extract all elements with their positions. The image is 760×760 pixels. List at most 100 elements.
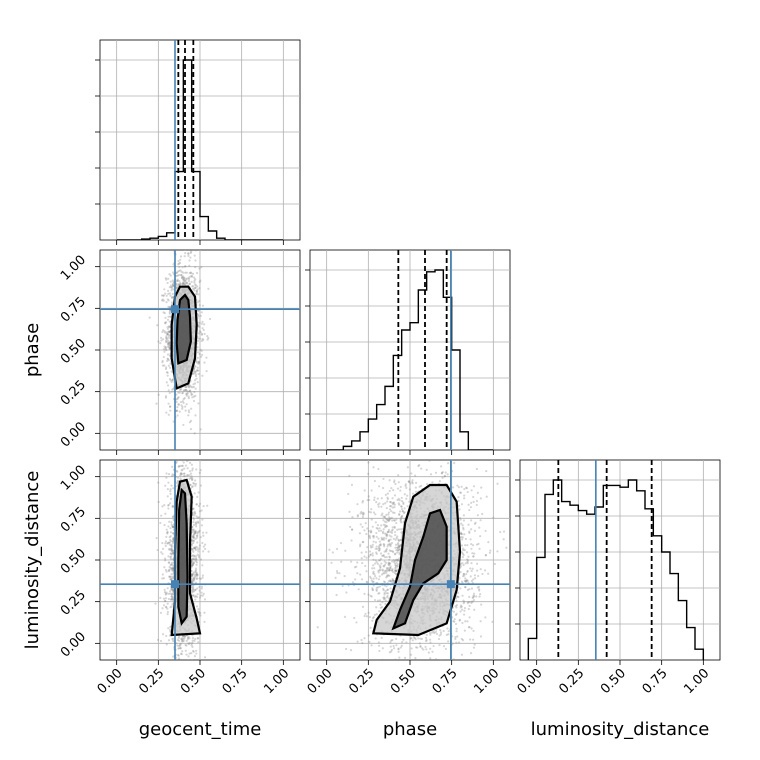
sample-point — [177, 465, 180, 468]
sample-point — [192, 507, 195, 510]
sample-point — [161, 364, 165, 367]
sample-point — [177, 457, 179, 459]
sample-point — [162, 299, 165, 302]
sample-point — [169, 557, 172, 561]
sample-point — [188, 271, 191, 275]
sample-point — [443, 475, 446, 478]
sample-point — [168, 405, 172, 408]
x-tick-label: 1.00 — [261, 666, 292, 697]
sample-point — [182, 638, 185, 641]
sample-point — [171, 569, 175, 572]
sample-point — [402, 638, 405, 641]
sample-point — [183, 672, 185, 674]
sample-point — [178, 283, 181, 286]
sample-point — [171, 525, 175, 528]
sample-point — [167, 561, 170, 564]
sample-point — [192, 385, 196, 389]
sample-point — [186, 661, 188, 663]
sample-point — [439, 628, 442, 632]
sample-point — [189, 251, 192, 254]
sample-point — [185, 281, 188, 284]
sample-point — [191, 386, 194, 389]
sample-point — [196, 346, 199, 349]
sample-point — [187, 395, 190, 398]
sample-point — [161, 505, 164, 508]
sample-point — [163, 311, 166, 315]
sample-point — [160, 514, 163, 517]
sample-point — [179, 387, 182, 390]
sample-point — [197, 641, 200, 644]
sample-point — [194, 588, 197, 591]
sample-point — [180, 270, 183, 273]
sample-point — [171, 596, 174, 599]
sample-point — [201, 576, 204, 579]
sample-point — [195, 503, 198, 506]
sample-point — [395, 518, 398, 521]
sample-point — [183, 282, 186, 285]
sample-point — [199, 484, 203, 487]
sample-point — [198, 529, 201, 532]
sample-point — [197, 637, 200, 640]
sample-point — [459, 518, 462, 521]
sample-point — [198, 299, 201, 303]
sample-point — [183, 385, 187, 388]
sample-point — [171, 284, 175, 287]
sample-point — [379, 682, 381, 684]
sample-point — [171, 589, 175, 592]
sample-point — [375, 501, 378, 504]
sample-point — [171, 287, 174, 290]
sample-point — [414, 486, 417, 489]
sample-point — [194, 598, 197, 601]
sample-point — [423, 680, 425, 682]
sample-point — [201, 304, 205, 307]
sample-point — [165, 359, 169, 363]
sample-point — [191, 535, 195, 538]
sample-point — [171, 551, 175, 554]
sample-point — [194, 259, 197, 262]
sample-point — [195, 360, 198, 363]
sample-point — [196, 531, 199, 534]
sample-point — [182, 271, 185, 274]
sample-point — [405, 497, 408, 500]
sample-point — [391, 579, 394, 582]
sample-point — [373, 479, 376, 483]
sample-point — [183, 637, 186, 640]
grid — [100, 460, 300, 660]
sample-point — [200, 585, 204, 588]
sample-point — [388, 558, 391, 561]
sample-point — [192, 558, 196, 561]
sample-point — [375, 613, 378, 616]
histogram-geocent_time — [116, 59, 284, 240]
sample-point — [407, 480, 411, 483]
sample-point — [169, 362, 172, 365]
sample-point — [381, 568, 384, 571]
sample-point — [195, 292, 198, 295]
sample-point — [170, 567, 173, 571]
sample-point — [165, 301, 168, 304]
sample-point — [469, 538, 472, 541]
sample-point — [388, 516, 391, 519]
sample-point — [165, 476, 168, 479]
sample-point — [372, 570, 375, 573]
sample-point — [172, 538, 175, 541]
sample-point — [402, 502, 405, 505]
sample-point — [166, 332, 169, 335]
sample-point — [430, 631, 433, 634]
sample-point — [171, 505, 174, 509]
sample-point — [442, 629, 445, 633]
sample-point — [196, 288, 199, 291]
sample-point — [384, 599, 388, 602]
sample-point — [166, 602, 169, 605]
sample-point — [194, 479, 197, 482]
sample-point — [386, 574, 389, 577]
sample-point — [193, 547, 196, 550]
sample-point — [502, 538, 505, 541]
sample-point — [468, 530, 471, 533]
sample-point — [195, 271, 199, 275]
sample-point — [377, 529, 381, 533]
sample-point — [456, 635, 459, 638]
sample-point — [185, 644, 188, 647]
sample-point — [175, 286, 179, 289]
sample-point — [191, 478, 194, 481]
sample-point — [181, 266, 184, 269]
